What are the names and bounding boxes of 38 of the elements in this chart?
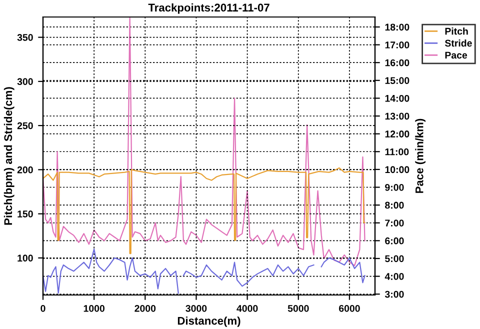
y2-tick-label: 14:00 bbox=[385, 94, 410, 102]
y2-tick-label: 9:00 bbox=[385, 184, 404, 191]
x-tick-label: 5000 bbox=[288, 304, 309, 312]
y-tick-label: 250 bbox=[17, 122, 33, 130]
legend-label: Stride bbox=[444, 39, 472, 47]
x-tick-label: 2000 bbox=[134, 304, 156, 312]
y2-tick-label: 17:00 bbox=[385, 42, 410, 48]
y2-tick-label: 18:00 bbox=[385, 24, 410, 31]
y-tick-label: 150 bbox=[18, 210, 33, 218]
legend-label: Pace bbox=[445, 52, 468, 59]
x-tick-label: 6000 bbox=[339, 304, 360, 312]
y2-tick-label: 13:00 bbox=[385, 112, 410, 120]
line-series bbox=[43, 18, 366, 266]
y2-tick-label: 16:00 bbox=[385, 59, 410, 66]
y-tick-label: 200 bbox=[17, 166, 33, 174]
y-tick-label: 350 bbox=[17, 34, 33, 41]
y2-axis-title: Pace (min/km) bbox=[415, 118, 426, 193]
y-tick-label: 100 bbox=[18, 254, 33, 262]
y2-tick-label: 11:00 bbox=[385, 148, 409, 156]
x-tick-label: 3000 bbox=[186, 304, 207, 312]
y2-tick-label: 8:00 bbox=[385, 202, 404, 209]
legend-label: Pitch bbox=[445, 28, 468, 35]
x-tick-label: 0 bbox=[40, 304, 46, 312]
y2-tick-label: 3:00 bbox=[384, 290, 404, 298]
y2-tick-label: 12:00 bbox=[385, 130, 410, 138]
line-series bbox=[43, 167, 366, 254]
y2-tick-label: 7:00 bbox=[385, 220, 404, 226]
y-axis-title: Pitch(bpm) and Stride(cm) bbox=[4, 87, 14, 225]
chart-title: Trackpoints:2011-11-07 bbox=[148, 3, 270, 14]
x-tick-label: 1000 bbox=[84, 304, 104, 312]
y2-tick-label: 4:00 bbox=[384, 273, 404, 280]
x-tick-label: 4000 bbox=[236, 304, 258, 312]
y-tick-label: 300 bbox=[17, 78, 33, 86]
y2-tick-label: 15:00 bbox=[385, 77, 410, 84]
x-axis-title: Distance(m) bbox=[178, 316, 240, 327]
y2-tick-label: 10:00 bbox=[385, 166, 410, 174]
y2-tick-label: 6:00 bbox=[385, 237, 404, 244]
y2-tick-label: 5:00 bbox=[385, 255, 404, 262]
